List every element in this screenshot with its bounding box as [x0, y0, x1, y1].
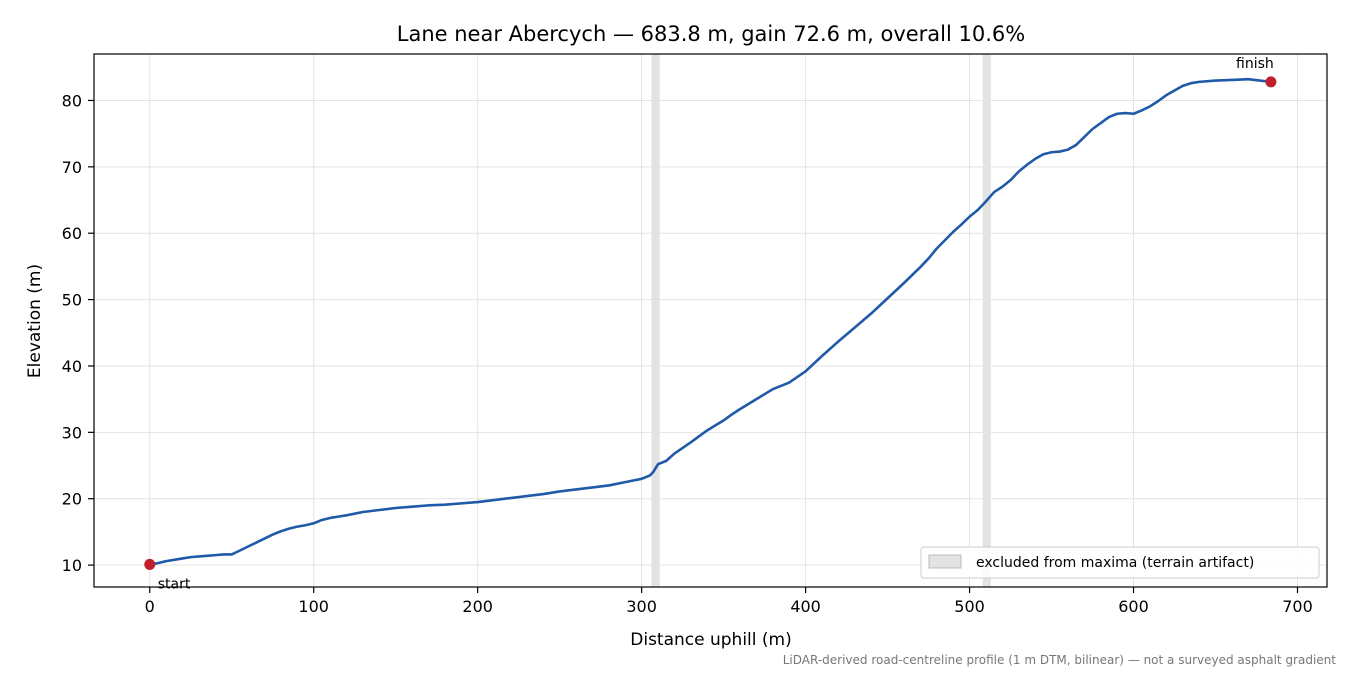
excluded-band-0: [651, 54, 660, 587]
x-tick-label-500: 500: [954, 597, 985, 616]
excluded-bands: [651, 54, 991, 587]
y-tick-label-50: 50: [62, 291, 82, 310]
plot-frame: [93, 53, 1328, 588]
x-tick-label-200: 200: [462, 597, 493, 616]
finish-marker: [1265, 76, 1277, 88]
y-tick-label-80: 80: [62, 91, 82, 110]
y-tick-label-10: 10: [62, 556, 82, 575]
x-tick-label-700: 700: [1282, 597, 1313, 616]
x-tick-label-300: 300: [626, 597, 657, 616]
y-axis-label: Elevation (m): [25, 264, 45, 378]
start-label: start: [158, 576, 191, 592]
x-tick-label-400: 400: [790, 597, 821, 616]
y-tick-label-70: 70: [62, 158, 82, 177]
grid: [94, 54, 1327, 587]
y-tick-label-30: 30: [62, 423, 82, 442]
markers: start finish: [144, 56, 1277, 592]
y-tick-label-40: 40: [62, 357, 82, 376]
y-axis-ticks: 10 20 30 40 50 60 70 80: [62, 91, 94, 575]
series-line-0: [148, 77, 1273, 566]
legend-label-excluded: excluded from maxima (terrain artifact): [976, 555, 1254, 571]
x-tick-label-100: 100: [298, 597, 329, 616]
legend-swatch-excluded: [928, 554, 962, 569]
series-layer: [148, 77, 1273, 566]
x-axis-label: Distance uphill (m): [630, 630, 791, 650]
x-tick-label-0: 0: [145, 597, 155, 616]
excluded-band-1: [982, 54, 991, 587]
chart-title: Lane near Abercych — 683.8 m, gain 72.6 …: [397, 22, 1025, 46]
x-axis-ticks: 0 100 200 300 400 500 600 700: [145, 587, 1313, 616]
x-tick-label-600: 600: [1118, 597, 1149, 616]
y-tick-label-20: 20: [62, 490, 82, 509]
footnote: LiDAR-derived road-centreline profile (1…: [783, 653, 1337, 667]
legend-box: [920, 546, 1320, 579]
finish-label: finish: [1236, 56, 1274, 72]
y-tick-label-60: 60: [62, 224, 82, 243]
start-marker: [144, 558, 156, 570]
legend: excluded from maxima (terrain artifact): [920, 546, 1320, 579]
